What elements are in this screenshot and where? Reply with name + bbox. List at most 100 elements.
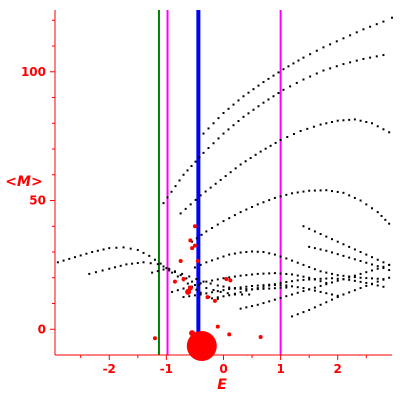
data-point xyxy=(188,295,191,298)
data-point xyxy=(184,207,187,210)
data-point xyxy=(249,157,252,160)
data-point xyxy=(376,258,379,261)
data-point xyxy=(259,150,262,153)
data-point xyxy=(190,165,193,168)
data-point xyxy=(168,267,171,270)
data-point xyxy=(365,281,368,284)
red-data-point xyxy=(172,279,177,284)
data-point xyxy=(325,281,328,284)
data-point xyxy=(131,262,134,265)
data-point xyxy=(331,277,334,280)
data-point xyxy=(226,292,229,295)
data-point xyxy=(272,95,275,98)
data-point xyxy=(233,214,236,217)
data-point xyxy=(182,173,185,176)
data-point xyxy=(279,284,282,287)
data-point xyxy=(319,270,322,273)
data-point xyxy=(308,245,311,248)
data-point xyxy=(302,287,305,290)
data-point xyxy=(108,267,111,270)
data-point xyxy=(142,261,145,264)
data-point xyxy=(262,287,265,290)
data-point xyxy=(251,273,254,276)
data-point xyxy=(267,98,270,101)
data-point xyxy=(122,246,125,249)
data-point xyxy=(257,84,260,87)
data-point xyxy=(186,282,189,285)
data-point xyxy=(285,286,288,289)
data-point xyxy=(306,127,309,130)
data-point xyxy=(242,115,245,118)
data-point xyxy=(195,237,198,240)
data-point xyxy=(285,284,288,287)
data-point xyxy=(348,194,351,197)
data-point xyxy=(365,261,368,264)
data-point xyxy=(371,277,374,280)
data-point xyxy=(219,290,222,293)
data-point xyxy=(262,285,265,288)
data-point xyxy=(262,81,265,84)
data-point xyxy=(376,277,379,280)
data-point xyxy=(228,288,231,291)
data-point xyxy=(219,178,222,181)
data-point xyxy=(286,136,289,139)
data-point xyxy=(199,291,202,294)
data-point xyxy=(309,75,312,78)
data-point xyxy=(291,259,294,262)
data-point xyxy=(241,293,244,296)
data-point xyxy=(91,251,94,254)
data-point xyxy=(162,265,165,268)
data-point xyxy=(193,284,196,287)
data-point xyxy=(292,62,295,65)
data-point xyxy=(239,251,242,254)
data-point xyxy=(182,287,185,290)
data-point xyxy=(195,278,198,281)
data-point xyxy=(166,196,169,199)
data-point xyxy=(291,273,294,276)
data-point xyxy=(102,248,105,251)
data-point xyxy=(331,190,334,193)
data-point xyxy=(365,277,368,280)
data-point xyxy=(228,276,231,279)
data-point xyxy=(211,297,214,300)
plot-content xyxy=(56,10,393,361)
red-data-point xyxy=(224,277,229,282)
data-point xyxy=(224,175,227,178)
data-point xyxy=(162,202,165,205)
data-point xyxy=(296,291,299,294)
data-point xyxy=(268,252,271,255)
axes: -2 -1 0 1 2 0 50 100 xyxy=(21,10,392,376)
data-point xyxy=(296,191,299,194)
data-point xyxy=(233,287,236,290)
data-point xyxy=(375,23,378,26)
data-point xyxy=(268,272,271,275)
data-point xyxy=(313,247,316,250)
data-point xyxy=(88,272,91,275)
data-point xyxy=(296,286,299,289)
data-point xyxy=(331,121,334,123)
data-point xyxy=(264,147,267,150)
data-point xyxy=(291,293,294,296)
data-point xyxy=(296,313,299,316)
data-point xyxy=(212,122,215,125)
data-point xyxy=(239,291,242,294)
data-point xyxy=(325,292,328,295)
data-point xyxy=(308,308,311,311)
data-point xyxy=(171,290,174,293)
data-point xyxy=(292,133,295,136)
data-point xyxy=(289,85,292,88)
data-point xyxy=(384,218,387,221)
data-point xyxy=(233,275,236,278)
data-point xyxy=(252,88,255,91)
data-point xyxy=(376,125,379,128)
data-point xyxy=(239,211,242,214)
data-point xyxy=(359,287,362,290)
data-point xyxy=(296,279,299,282)
data-point xyxy=(331,238,334,241)
data-point xyxy=(216,290,219,293)
y-tick-label: 100 xyxy=(21,65,46,79)
data-point xyxy=(108,247,111,250)
data-point xyxy=(239,286,242,289)
data-point xyxy=(186,169,189,172)
